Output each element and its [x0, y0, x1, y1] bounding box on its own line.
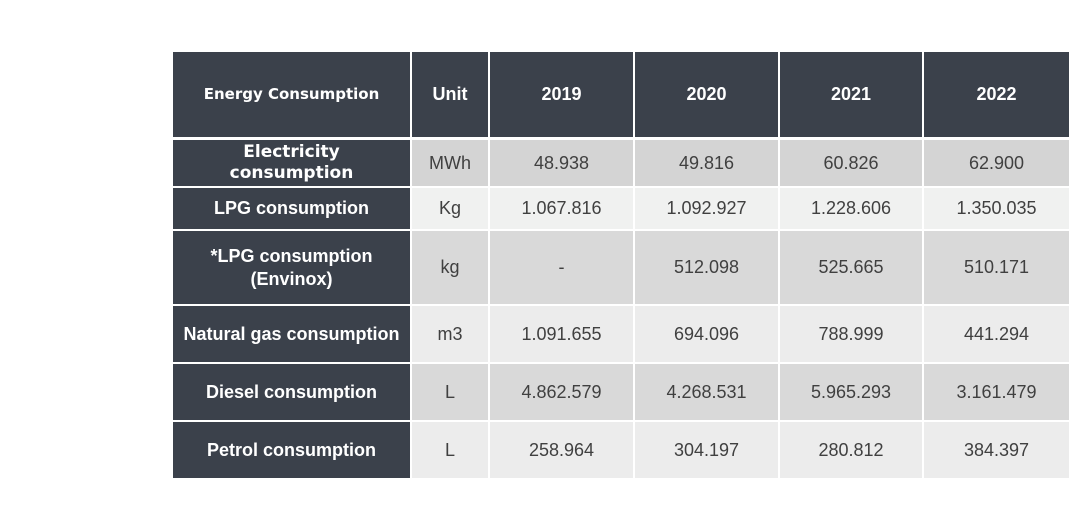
- header-year-2022: 2022: [924, 52, 1069, 140]
- cell-2020: 304.197: [635, 422, 780, 480]
- row-label: Diesel consumption: [173, 364, 412, 422]
- cell-2019: 4.862.579: [490, 364, 635, 422]
- cell-2021: 280.812: [780, 422, 924, 480]
- table-row-lpg: LPG consumption Kg 1.067.816 1.092.927 1…: [173, 188, 1069, 231]
- row-unit: kg: [412, 231, 490, 306]
- cell-2020: 49.816: [635, 140, 780, 188]
- table-row-petrol: Petrol consumption L 258.964 304.197 280…: [173, 422, 1069, 480]
- cell-2021: 5.965.293: [780, 364, 924, 422]
- cell-2019: 1.067.816: [490, 188, 635, 231]
- row-unit: Kg: [412, 188, 490, 231]
- cell-2019: 258.964: [490, 422, 635, 480]
- table-row-lpg-envinox: *LPG consumption (Envinox) kg - 512.098 …: [173, 231, 1069, 306]
- header-energy-consumption: Energy Consumption: [173, 52, 412, 140]
- table-row-natural-gas: Natural gas consumption m3 1.091.655 694…: [173, 306, 1069, 364]
- header-year-2021: 2021: [780, 52, 924, 140]
- cell-2021: 1.228.606: [780, 188, 924, 231]
- cell-2022: 62.900: [924, 140, 1069, 188]
- table-row-electricity: Electricity consumption MWh 48.938 49.81…: [173, 140, 1069, 188]
- row-label: *LPG consumption (Envinox): [173, 231, 412, 306]
- cell-2021: 525.665: [780, 231, 924, 306]
- cell-2020: 694.096: [635, 306, 780, 364]
- cell-2022: 1.350.035: [924, 188, 1069, 231]
- cell-2022: 441.294: [924, 306, 1069, 364]
- cell-2021: 788.999: [780, 306, 924, 364]
- table-row-diesel: Diesel consumption L 4.862.579 4.268.531…: [173, 364, 1069, 422]
- cell-2022: 3.161.479: [924, 364, 1069, 422]
- row-unit: m3: [412, 306, 490, 364]
- header-year-2019: 2019: [490, 52, 635, 140]
- energy-consumption-table: Energy Consumption Unit 2019 2020 2021 2…: [173, 52, 1069, 480]
- cell-2022: 384.397: [924, 422, 1069, 480]
- header-row: Energy Consumption Unit 2019 2020 2021 2…: [173, 52, 1069, 140]
- cell-2019: 48.938: [490, 140, 635, 188]
- row-unit: L: [412, 364, 490, 422]
- header-year-2020: 2020: [635, 52, 780, 140]
- row-unit: MWh: [412, 140, 490, 188]
- header-unit: Unit: [412, 52, 490, 140]
- row-label: LPG consumption: [173, 188, 412, 231]
- cell-2021: 60.826: [780, 140, 924, 188]
- cell-2022: 510.171: [924, 231, 1069, 306]
- row-label: Petrol consumption: [173, 422, 412, 480]
- cell-2020: 512.098: [635, 231, 780, 306]
- row-label: Electricity consumption: [173, 140, 412, 188]
- cell-2020: 1.092.927: [635, 188, 780, 231]
- row-label: Natural gas consumption: [173, 306, 412, 364]
- cell-2020: 4.268.531: [635, 364, 780, 422]
- cell-2019: -: [490, 231, 635, 306]
- cell-2019: 1.091.655: [490, 306, 635, 364]
- row-unit: L: [412, 422, 490, 480]
